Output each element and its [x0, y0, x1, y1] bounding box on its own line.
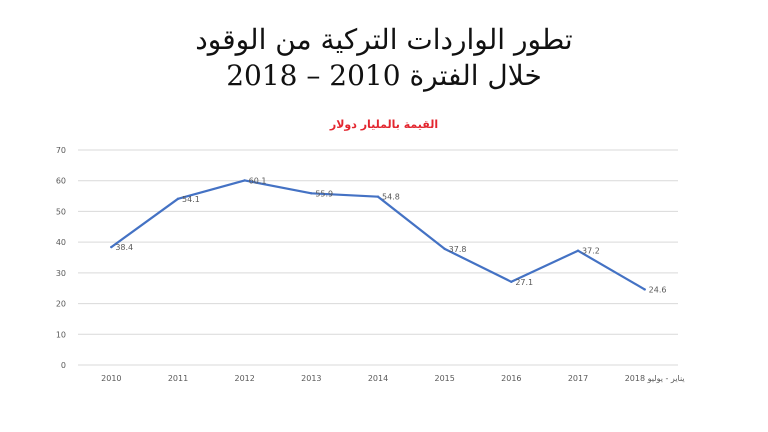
- data-point: [510, 280, 513, 283]
- y-tick-label: 50: [56, 207, 66, 216]
- y-tick-label: 20: [56, 300, 66, 309]
- y-tick-label: 30: [56, 269, 66, 278]
- data-point: [310, 192, 313, 195]
- y-tick-label: 0: [61, 361, 66, 370]
- x-tick-label: 2017: [568, 374, 588, 383]
- data-label: 60.1: [249, 176, 267, 185]
- data-point: [643, 288, 646, 291]
- data-label: 37.8: [449, 245, 467, 254]
- data-label: 38.4: [115, 243, 133, 252]
- data-point: [176, 197, 180, 201]
- data-point: [110, 245, 113, 249]
- data-point: [243, 179, 246, 182]
- data-label: 55.9: [315, 189, 333, 198]
- y-tick-label: 10: [56, 330, 66, 339]
- x-tick-label: 2014: [368, 374, 388, 383]
- data-label: 24.6: [649, 285, 667, 294]
- x-tick-label: 2012: [234, 374, 254, 383]
- data-label: 27.1: [515, 278, 533, 287]
- data-label: 54.8: [382, 193, 400, 202]
- x-tick-label: 2011: [168, 374, 188, 383]
- chart-title-line-2: خلال الفترة 2010 – 2018: [226, 59, 542, 92]
- x-tick-label: 2015: [434, 374, 454, 383]
- data-label: 37.2: [582, 247, 600, 256]
- data-point: [443, 247, 446, 251]
- chart-title-line-1: تطور الواردات التركية من الوقود: [195, 23, 573, 56]
- y-tick-label: 40: [56, 238, 66, 247]
- data-point: [576, 249, 580, 252]
- chart-title: تطور الواردات التركية من الوقود خلال الف…: [0, 22, 768, 94]
- x-tick-label: 2010: [101, 374, 121, 383]
- x-tick-label: يناير - يوليو 2018: [625, 374, 685, 383]
- x-tick-label: 2013: [301, 374, 321, 383]
- x-tick-label: 2016: [501, 374, 521, 383]
- data-point: [376, 195, 380, 198]
- chart-subtitle: القيمة بالمليار دولار: [329, 118, 439, 131]
- y-tick-label: 70: [56, 146, 66, 155]
- data-label: 54.1: [182, 195, 200, 204]
- y-tick-label: 60: [56, 177, 66, 186]
